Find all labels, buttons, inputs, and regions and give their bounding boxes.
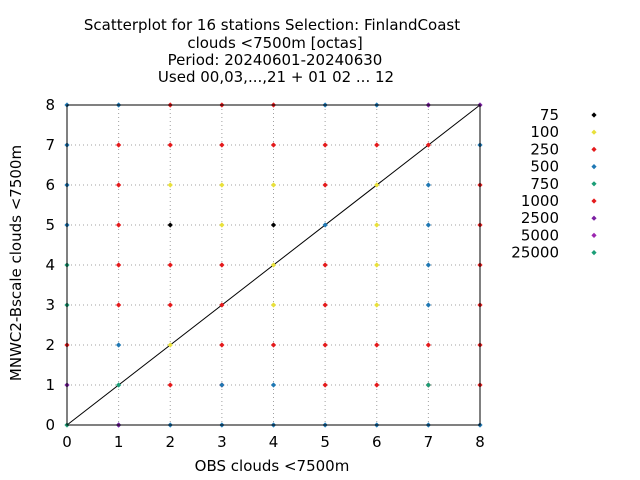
point-2-3 — [116, 222, 122, 228]
y-tick-label-3: 3 — [45, 296, 55, 314]
y-tick-label-0: 0 — [45, 416, 55, 434]
point-2-7 — [167, 302, 173, 308]
point-2-6 — [167, 382, 173, 388]
point-2-24 — [322, 182, 328, 188]
plot-frame — [66, 104, 481, 426]
legend-marker-1 — [591, 129, 597, 135]
point-2-26 — [374, 382, 380, 388]
point-2-31 — [425, 142, 431, 148]
point-2-25 — [322, 142, 328, 148]
y-tick-label-4: 4 — [45, 256, 55, 274]
point-3-20 — [425, 222, 431, 228]
chart-title: Scatterplot for 16 stations Selection: F… — [84, 16, 460, 86]
legend-label-4: 750 — [530, 175, 559, 193]
y-axis-label: MNWC2-Bscale clouds <7500m — [7, 145, 25, 381]
point-2-14 — [219, 262, 225, 268]
legend-label-7: 5000 — [521, 226, 559, 244]
point-0-1 — [270, 222, 277, 228]
point-3-5 — [116, 342, 122, 348]
x-tick-label-1: 1 — [114, 433, 124, 451]
y-tick-label-7: 7 — [45, 136, 55, 154]
point-1-6 — [270, 182, 277, 188]
y-tick-label-2: 2 — [45, 336, 55, 354]
point-3-19 — [425, 262, 431, 268]
legend-marker-8 — [591, 250, 597, 256]
point-2-17 — [270, 342, 277, 348]
legend-label-8: 25000 — [511, 244, 559, 262]
point-2-20 — [322, 382, 328, 388]
legend-label-1: 100 — [530, 123, 559, 141]
point-2-23 — [322, 262, 328, 268]
point-1-10 — [374, 182, 380, 188]
x-tick-label-4: 4 — [269, 433, 279, 451]
legend-marker-2 — [591, 146, 597, 152]
legend-marker-4 — [591, 181, 597, 187]
point-2-1 — [116, 302, 122, 308]
point-3-18 — [425, 302, 431, 308]
title-line-1: Scatterplot for 16 stations Selection: F… — [84, 16, 460, 34]
point-3-11 — [270, 382, 277, 388]
point-4-3 — [116, 382, 122, 388]
point-3-13 — [322, 222, 328, 228]
y-tick-label-1: 1 — [45, 376, 55, 394]
legend-label-2: 250 — [530, 140, 559, 158]
point-2-22 — [322, 302, 328, 308]
point-1-5 — [270, 262, 277, 268]
point-1-4 — [270, 302, 277, 308]
point-1-1 — [167, 182, 173, 188]
legend-marker-6 — [591, 215, 597, 221]
x-tick-label-7: 7 — [424, 433, 434, 451]
y-tick-label-6: 6 — [45, 176, 55, 194]
legend-marker-3 — [591, 164, 597, 170]
legend-label-3: 500 — [530, 158, 559, 176]
point-2-9 — [167, 142, 173, 148]
point-2-5 — [116, 142, 122, 148]
point-1-9 — [374, 222, 380, 228]
point-1-3 — [219, 182, 225, 188]
data-points — [64, 102, 483, 428]
point-0-0 — [167, 222, 173, 228]
y-tick-label-8: 8 — [45, 96, 55, 114]
point-1-8 — [374, 262, 380, 268]
x-tick-label-0: 0 — [62, 433, 72, 451]
point-2-8 — [167, 262, 173, 268]
title-line-2: clouds <7500m [octas] — [187, 34, 362, 52]
legend-marker-5 — [591, 198, 597, 204]
point-3-21 — [425, 182, 431, 188]
point-2-15 — [219, 142, 225, 148]
point-2-12 — [219, 342, 225, 348]
legend-label-6: 2500 — [521, 209, 559, 227]
legend-label-0: 75 — [540, 106, 559, 124]
point-2-30 — [425, 342, 431, 348]
title-line-4: Used 00,03,...,21 + 01 02 ... 12 — [158, 68, 394, 86]
point-1-2 — [219, 222, 225, 228]
x-tick-label-3: 3 — [217, 433, 227, 451]
point-2-21 — [322, 342, 328, 348]
point-2-28 — [374, 142, 380, 148]
point-4-4 — [425, 382, 431, 388]
point-1-0 — [167, 342, 173, 348]
x-axis-label: OBS clouds <7500m — [195, 457, 350, 475]
x-tick-label-8: 8 — [475, 433, 485, 451]
legend-marker-7 — [591, 232, 597, 238]
legend-label-5: 1000 — [521, 192, 559, 210]
point-3-9 — [219, 382, 225, 388]
x-tick-label-2: 2 — [165, 433, 175, 451]
point-2-4 — [116, 182, 122, 188]
y-tick-label-5: 5 — [45, 216, 55, 234]
point-2-18 — [270, 142, 277, 148]
legend-marker-0 — [591, 112, 597, 118]
x-tick-label-6: 6 — [372, 433, 382, 451]
y-tick-labels: 0 1 2 3 4 5 6 7 8 — [45, 96, 55, 434]
title-line-3: Period: 20240601-20240630 — [168, 51, 383, 69]
x-tick-labels: 0 1 2 3 4 5 6 7 8 — [62, 433, 485, 451]
point-2-2 — [116, 262, 122, 268]
point-1-7 — [374, 302, 380, 308]
x-tick-label-5: 5 — [320, 433, 330, 451]
point-2-13 — [219, 302, 225, 308]
point-2-27 — [374, 342, 380, 348]
